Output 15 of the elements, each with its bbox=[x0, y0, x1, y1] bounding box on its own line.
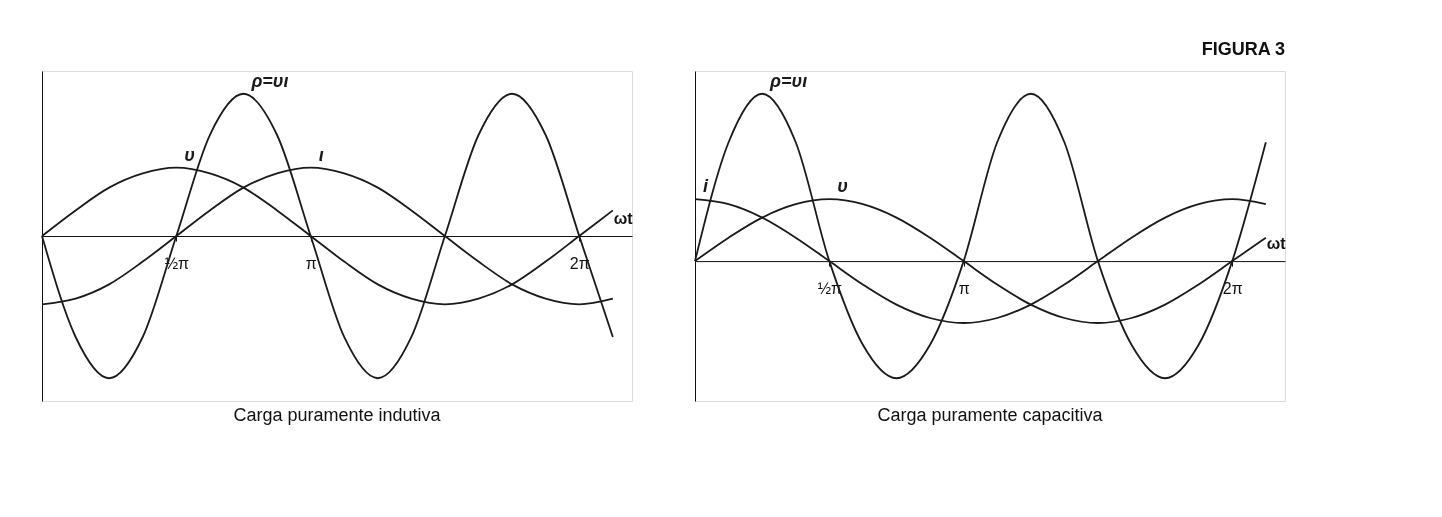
series-label: i bbox=[703, 176, 709, 197]
text: Carga puramente capacitiva bbox=[877, 405, 1104, 425]
x-axis-title: ωt bbox=[1266, 234, 1287, 252]
text: FIGURA 3 bbox=[1201, 39, 1285, 59]
x-axis-title: ωt bbox=[613, 209, 634, 227]
x-tick-label: 2π bbox=[569, 254, 590, 272]
x-tick-label: 2π bbox=[1222, 279, 1243, 297]
series-label: υ bbox=[184, 144, 195, 165]
series-label: ι bbox=[318, 144, 324, 165]
text: Carga puramente indutiva bbox=[233, 405, 442, 425]
x-tick-label: π bbox=[958, 279, 970, 297]
series-label: ρ=υι bbox=[769, 70, 808, 91]
x-tick-label: π bbox=[305, 254, 317, 272]
series-label: υ bbox=[837, 176, 848, 197]
series-label: ρ=υι bbox=[250, 70, 289, 91]
